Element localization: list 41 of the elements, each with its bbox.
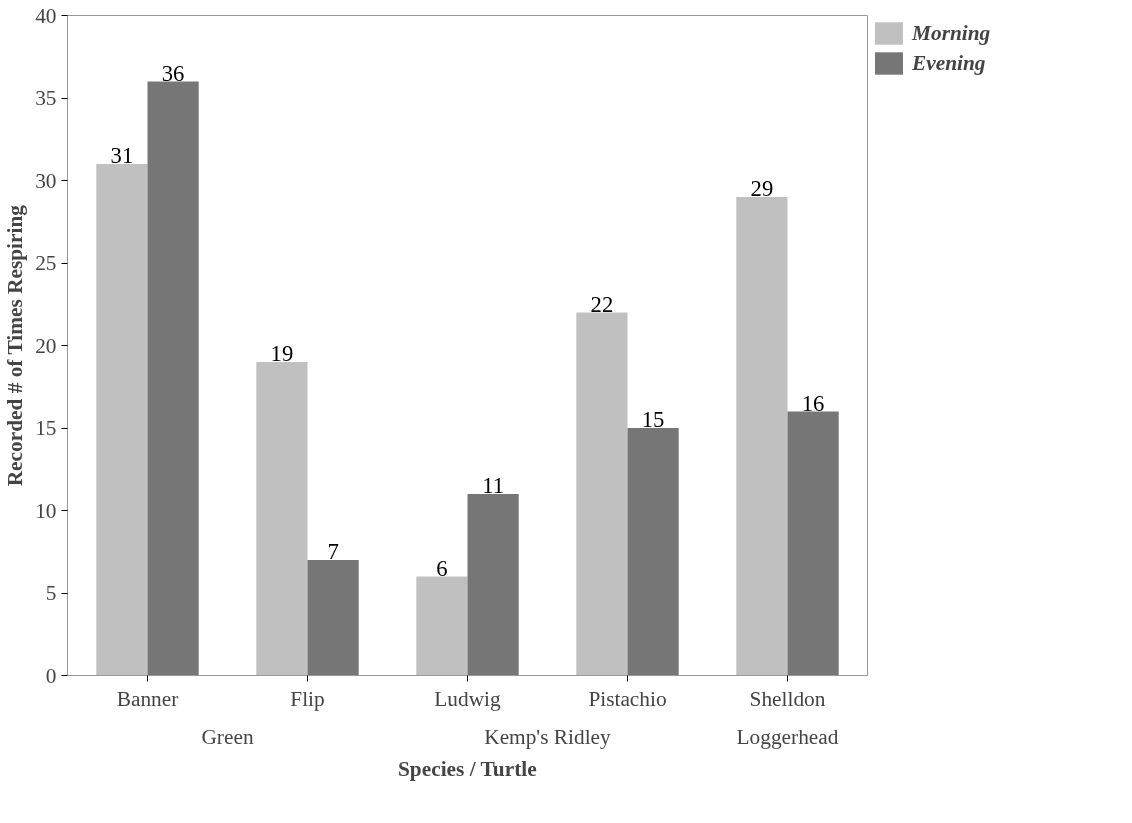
x-tick-label: Ludwig [434,686,502,711]
data-label: 31 [110,143,134,168]
x-tick-label: Banner [116,686,179,711]
data-label: 7 [327,539,339,564]
y-axis-title: Recorded # of Times Respiring [3,204,28,487]
text: Loggerhead [736,724,839,749]
y-tick-label: 5 [45,581,57,605]
y-tick-label: 25 [35,251,57,275]
bar [576,312,628,676]
data-label: 15 [641,407,665,432]
data-label: 29 [750,176,774,201]
data-label: 19 [270,341,294,366]
x-tick-label: Pistachio [588,686,667,711]
text: Green [201,724,254,749]
bar [147,81,199,676]
legend-label: Evening [912,50,986,76]
x-axis-title: Species / Turtle [397,756,537,781]
y-tick-label: 15 [35,416,57,440]
y-tick-label: 40 [35,3,57,28]
data-label: 11 [482,473,505,498]
text: Kemp's Ridley [484,724,612,749]
y-tick-label: 20 [35,333,57,358]
y-tick-label: 10 [35,498,57,523]
data-label: 6 [436,555,448,581]
bar [416,576,468,676]
bar [736,197,788,676]
data-label: 16 [801,390,825,416]
x-tick-label: Shelldon [749,686,826,711]
x-tick-label: Flip [290,686,325,711]
legend-label: Morning [912,20,991,46]
bar [787,411,839,676]
y-tick-label: 30 [35,168,57,193]
bar [307,560,359,676]
bar [96,164,148,676]
bar [256,362,308,676]
data-label: 22 [590,291,614,317]
bar [627,428,679,676]
bar [467,494,519,676]
y-tick-label: 35 [35,86,57,110]
data-label: 36 [161,60,185,86]
y-tick-label: 0 [45,663,57,688]
